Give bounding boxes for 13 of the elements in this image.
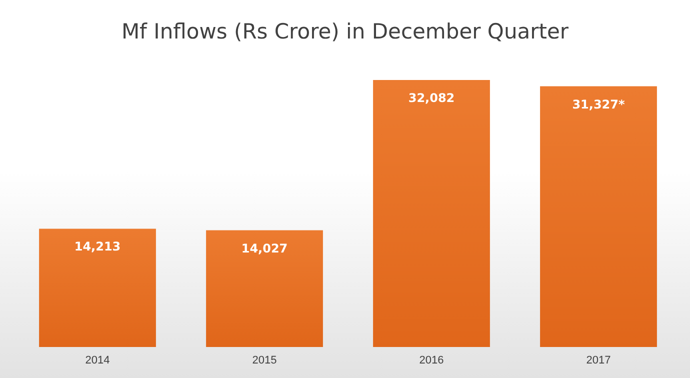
data-label: 31,327*: [572, 97, 626, 112]
bar: [206, 230, 323, 347]
x-tick-label: 2016: [419, 354, 444, 366]
data-label: 14,213: [74, 240, 121, 254]
data-label: 14,027: [241, 241, 288, 256]
x-tick-label: 2014: [85, 354, 110, 366]
x-tick-label: 2015: [252, 354, 277, 366]
chart-title: Mf Inflows (Rs Crore) in December Quarter: [121, 20, 569, 44]
x-tick-label: 2017: [586, 354, 611, 366]
bar: [540, 86, 657, 347]
bar: [39, 228, 156, 347]
bar: [373, 80, 490, 347]
data-label: 32,082: [408, 91, 455, 105]
